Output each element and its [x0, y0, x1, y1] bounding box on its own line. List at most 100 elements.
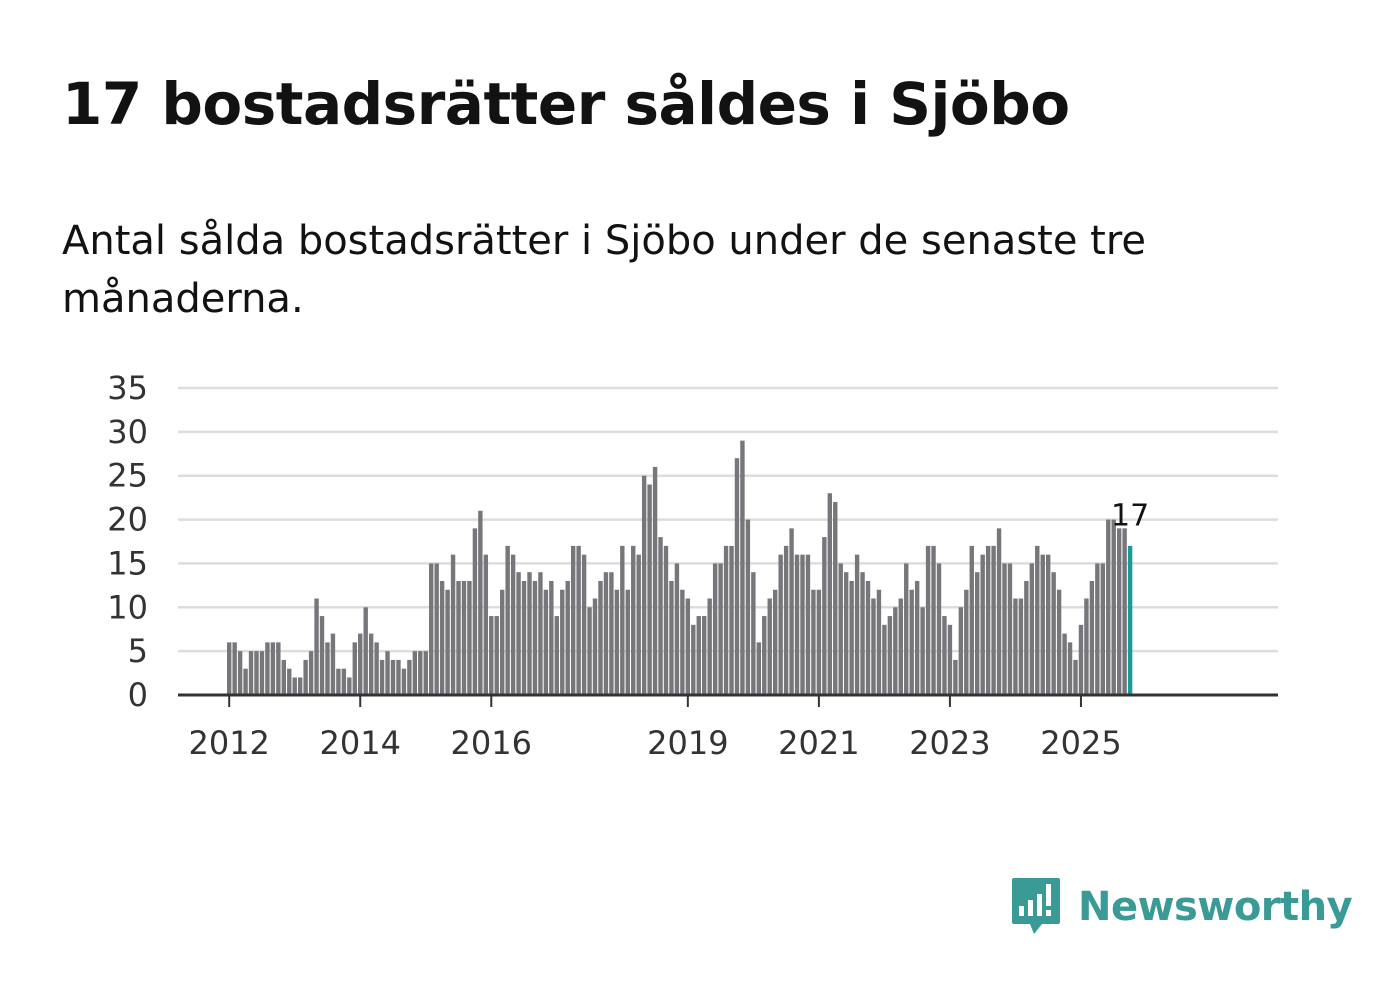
bar — [702, 616, 707, 695]
bar — [1084, 598, 1089, 695]
bar — [592, 598, 598, 695]
bar — [920, 607, 925, 695]
bar — [887, 616, 893, 695]
brand-name: Newsworthy — [1078, 884, 1353, 930]
bar — [712, 563, 718, 695]
y-tick-label: 15 — [107, 544, 148, 582]
bar — [587, 607, 592, 695]
highlight-value-label: 17 — [1111, 499, 1149, 534]
bar — [658, 537, 663, 695]
bar — [718, 563, 723, 695]
bar — [1078, 624, 1084, 695]
bar — [385, 651, 390, 695]
bar — [418, 651, 423, 695]
bar — [281, 659, 286, 695]
bar — [734, 458, 740, 695]
bar — [652, 466, 658, 695]
bar — [510, 554, 516, 695]
x-axis-ticks: 2012 2014 2016 2019 2021 2023 2025 — [188, 695, 1122, 762]
bar — [773, 589, 778, 695]
bar — [303, 659, 308, 695]
bar — [991, 545, 996, 695]
bar — [1089, 580, 1095, 695]
bar — [554, 616, 559, 695]
bar — [1111, 519, 1116, 695]
bar — [958, 607, 964, 695]
bar — [723, 545, 729, 695]
y-tick-label: 0 — [128, 676, 148, 714]
bar — [691, 624, 696, 695]
bar — [696, 616, 701, 695]
bar — [1073, 659, 1078, 695]
bar — [674, 563, 680, 695]
bar — [778, 554, 783, 695]
bar — [898, 598, 903, 695]
y-tick-label: 25 — [107, 457, 148, 495]
bar — [1056, 589, 1062, 695]
bar — [816, 589, 822, 695]
bar — [401, 668, 407, 695]
bar — [931, 545, 936, 695]
bar — [893, 607, 898, 695]
bar — [314, 598, 319, 695]
bar — [669, 580, 674, 695]
bar — [1100, 563, 1105, 695]
y-tick-label: 30 — [107, 413, 148, 451]
bar — [969, 545, 974, 695]
bar — [461, 580, 467, 695]
y-axis-ticks: 0 5 10 15 20 25 30 35 — [107, 369, 148, 714]
bar — [904, 563, 909, 695]
bar — [685, 598, 691, 695]
bar — [854, 554, 860, 695]
bar — [227, 642, 232, 695]
bar — [516, 572, 521, 695]
bar — [341, 668, 347, 695]
bar — [407, 659, 412, 695]
bar — [980, 554, 985, 695]
bar — [838, 563, 843, 695]
x-tick-label: 2025 — [1040, 724, 1121, 762]
bar — [565, 580, 570, 695]
bar — [538, 572, 543, 695]
bar — [243, 668, 248, 695]
bar — [805, 554, 811, 695]
bar — [636, 554, 641, 695]
bar — [543, 589, 549, 695]
bar — [827, 493, 832, 695]
bar — [953, 659, 958, 695]
bar — [1062, 633, 1067, 695]
bar — [609, 572, 614, 695]
bar — [521, 580, 527, 695]
bar — [319, 616, 325, 695]
bar — [390, 659, 396, 695]
bar — [287, 668, 292, 695]
bar — [500, 589, 505, 695]
bar — [254, 651, 259, 695]
bar — [1018, 598, 1024, 695]
bar — [412, 651, 418, 695]
bar — [625, 589, 630, 695]
bar — [865, 580, 871, 695]
bar — [265, 642, 270, 695]
bar — [620, 545, 625, 695]
bar — [527, 572, 532, 695]
bar — [729, 545, 734, 695]
x-tick-label: 2012 — [188, 724, 269, 762]
x-tick-label: 2023 — [909, 724, 990, 762]
bar — [456, 580, 461, 695]
bar — [478, 510, 483, 695]
y-tick-label: 20 — [107, 501, 148, 539]
bar — [368, 633, 374, 695]
bar — [423, 651, 428, 695]
bar — [532, 580, 538, 695]
brand-logo: Newsworthy — [1010, 876, 1353, 938]
bar — [374, 642, 379, 695]
bar — [308, 651, 314, 695]
bar — [936, 563, 942, 695]
bar — [833, 502, 838, 695]
bar — [762, 616, 767, 695]
bar — [767, 598, 772, 695]
bar — [783, 545, 789, 695]
bar — [740, 440, 745, 695]
